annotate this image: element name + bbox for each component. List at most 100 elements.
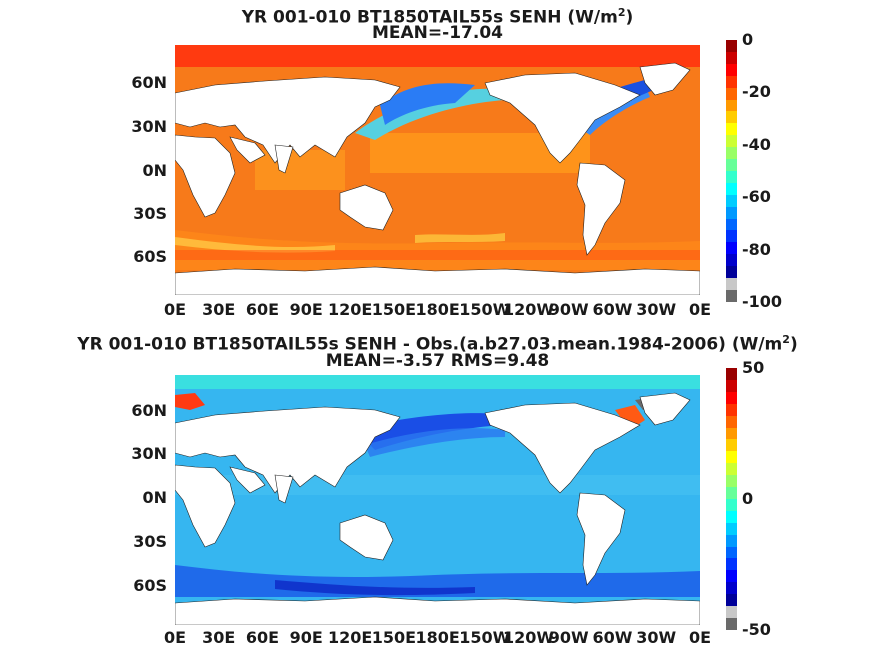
continents (175, 62, 700, 295)
chart-1-y-tick-label: 60N (131, 73, 167, 92)
chart-1-x-tick-label: 60E (245, 300, 280, 319)
colorbar-under-segment (726, 290, 737, 302)
colorbar-segment (726, 51, 737, 65)
chart-1-x-tick-label: 90E (289, 300, 323, 319)
colorbar-segment (726, 159, 737, 172)
colorbar-segment (726, 147, 737, 160)
colorbar-segment (726, 546, 737, 559)
chart-1-colorbar-label: 0 (742, 30, 754, 49)
chart-2-colorbar-label: 50 (742, 358, 765, 377)
chart-2-x-tick-label: 30W (636, 628, 677, 647)
colorbar-segment (726, 170, 737, 184)
chart-2-x-tick-label: 150E (371, 628, 417, 647)
colorbar-segment (726, 230, 737, 243)
chart-1-x-tick-label: 30W (636, 300, 677, 319)
colorbar-segment (726, 218, 737, 231)
chart-2-x-tick-label: 90E (289, 628, 323, 647)
colorbar-segment (726, 379, 737, 393)
colorbar-segment (726, 451, 737, 464)
chart-2-y-tick-label: 60S (133, 576, 167, 595)
colorbar-segment (726, 40, 737, 53)
chart-1-x-tick-label: 120E (328, 300, 373, 319)
colorbar-segment (726, 534, 737, 547)
chart-1-colorbar-label: -60 (742, 187, 771, 207)
chart-1-y-tick-label: 30N (131, 117, 167, 136)
colorbar-segment (726, 558, 737, 571)
chart-2-colorbar-label: -50 (742, 620, 771, 639)
colorbar-segment (726, 522, 737, 536)
colorbar-segment (726, 242, 737, 255)
chart-1-y-tick-label: 0N (142, 161, 167, 180)
chart-1-x-tick-label: 150E (371, 300, 417, 319)
colorbar-segment (726, 391, 737, 405)
colorbar-segment (726, 182, 737, 196)
chart-1-subtitle: MEAN=-17.04 (372, 23, 503, 43)
colorbar-segment (726, 439, 737, 452)
colorbar-segment (726, 123, 737, 136)
colorbar-segment (726, 570, 737, 583)
chart-2-y-tick-label: 0N (142, 488, 167, 507)
chart-2-x-tick-label: 180E (415, 628, 460, 647)
chart-2-x-tick-label: 60W (592, 628, 633, 647)
chart-2-x-tick-label: 120E (328, 628, 373, 647)
chart-2-x-tick-label: 0E (163, 628, 187, 647)
chart-2-map (175, 375, 700, 625)
chart-2-subtitle: MEAN=-3.57 RMS=9.48 (325, 351, 550, 371)
chart-1-colorbar-label: -20 (742, 82, 771, 102)
colorbar-segment (726, 582, 737, 595)
colorbar-segment (726, 111, 737, 124)
chart-1-y-tick-label: 30S (133, 204, 167, 223)
colorbar-segment (726, 415, 737, 428)
chart-2-x-tick-label: 150W (459, 628, 511, 647)
chart-2-title: YR 001-010 BT1850TAIL55s SENH - Obs.(a.b… (77, 333, 798, 355)
colorbar-segment (726, 87, 737, 100)
colorbar-segment (726, 75, 737, 89)
chart-2-colorbar-label: 0 (742, 489, 754, 508)
chart-1-colorbar-label: -80 (742, 239, 771, 259)
colorbar-segment (726, 194, 737, 208)
chart-2-x-tick-label: 90W (548, 628, 589, 647)
chart-1-y-tick-label: 60S (133, 247, 167, 266)
colorbar-segment (726, 498, 737, 512)
chart-2-y-tick-label: 30N (131, 444, 167, 463)
colorbar-segment (726, 206, 737, 219)
chart-2-x-tick-label: 30E (202, 628, 236, 647)
colorbar-segment (726, 427, 737, 440)
colorbar-segment (726, 254, 737, 267)
colorbar-segment (726, 463, 737, 476)
colorbar-segment (726, 135, 737, 148)
arctic-strip (175, 375, 700, 389)
chart-2-y-tick-label: 60N (131, 401, 167, 420)
chart-2-y-tick-label: 30S (133, 532, 167, 551)
colorbar-segment (726, 475, 737, 488)
colorbar-segment (726, 510, 737, 524)
colorbar-segment (726, 594, 737, 607)
arctic-strip (175, 45, 700, 67)
chart-1-colorbar-label: -40 (742, 134, 771, 154)
chart-1-x-tick-label: 120W (503, 300, 555, 319)
chart-1-x-tick-label: 180E (415, 300, 460, 319)
chart-1-x-tick-label: 60W (592, 300, 633, 319)
chart-2-colorbar (726, 368, 737, 630)
chart-1-x-tick-label: 0E (688, 300, 712, 319)
chart-1-map (175, 45, 700, 295)
chart-1-colorbar-label: -100 (742, 292, 783, 311)
continents (175, 392, 700, 625)
colorbar-under-segment (726, 606, 737, 618)
chart-1-x-tick-label: 30E (202, 300, 236, 319)
chart-1-x-tick-label: 150W (459, 300, 511, 319)
colorbar-segment (726, 368, 737, 381)
chart-1-x-tick-label: 90W (548, 300, 589, 319)
colorbar-segment (726, 403, 737, 417)
chart-1-title: YR 001-010 BT1850TAIL55s SENH (W/m2) (241, 6, 634, 28)
colorbar-under-segment (726, 278, 737, 290)
colorbar-under-segment (726, 618, 737, 630)
colorbar-segment (726, 99, 737, 112)
chart-2-x-tick-label: 60E (245, 628, 280, 647)
chart-1-colorbar (726, 40, 737, 302)
chart-2-x-tick-label: 0E (688, 628, 712, 647)
colorbar-segment (726, 487, 737, 500)
chart-2-x-tick-label: 120W (503, 628, 555, 647)
colorbar-segment (726, 63, 737, 77)
chart-1-x-tick-label: 0E (163, 300, 187, 319)
